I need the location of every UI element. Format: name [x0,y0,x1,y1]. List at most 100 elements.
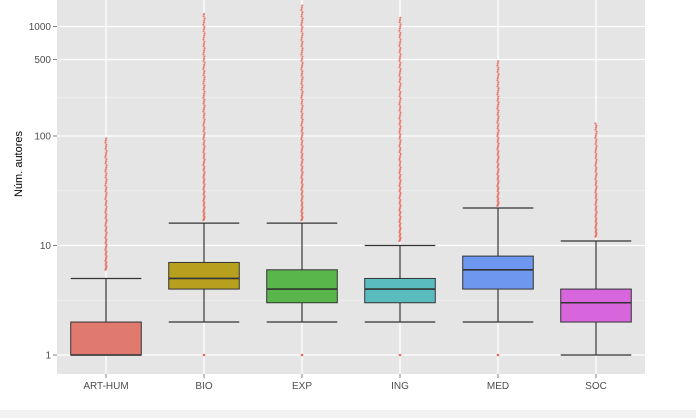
outlier-point [399,147,402,150]
outlier-point [202,149,205,152]
outlier-point [398,86,401,90]
outlier-point [594,208,597,212]
outlier-point [203,165,206,168]
outlier-point [300,116,303,119]
box-soc [560,288,632,323]
outlier-point [202,38,205,41]
outlier-point [399,90,402,94]
outlier-point [398,175,402,178]
outlier-point [398,59,401,62]
outlier-point [301,17,304,20]
outlier-point [202,163,205,167]
outlier-point [104,211,107,214]
outlier-point [301,145,304,148]
outlier-point [594,122,597,125]
outlier-point [104,201,108,205]
outlier-point [301,63,304,67]
outlier-point [398,353,402,357]
outlier-point [301,104,304,107]
outlier-point [203,34,206,37]
outlier-point [202,36,205,39]
outlier-point [301,34,304,37]
outlier-point [594,170,597,173]
outlier-point [202,181,205,184]
outlier-point [300,162,303,165]
outlier-point [301,106,304,109]
outlier-point [497,117,500,120]
outlier-point [300,59,303,63]
outlier-point [497,162,500,165]
outlier-point [497,181,500,184]
outlier-point [399,173,402,176]
outlier-point [300,13,304,16]
outlier-point [300,151,303,154]
outlier-point [300,88,303,91]
outlier-point [398,129,401,132]
outlier-point [203,139,206,142]
outlier-point [300,149,303,152]
outlier-point [496,183,499,186]
outlier-point [104,176,107,179]
outlier-point [105,164,108,167]
outlier-point [399,160,402,163]
outlier-point [104,235,107,238]
outlier-point [104,215,108,218]
outlier-point [398,63,402,67]
outlier-point [105,238,108,241]
outlier-point [202,135,205,139]
outlier-point [301,165,304,168]
outlier-point [202,154,206,157]
outlier-point [202,102,205,105]
outlier-point [301,19,304,22]
outlier-point [104,227,108,231]
outlier-point [203,132,206,135]
outlier-point [398,162,402,165]
outlier-point [398,145,401,148]
outlier-point [496,178,499,181]
outlier-point [202,124,205,127]
outlier-point [594,176,597,179]
outlier-point [105,186,108,189]
outlier-point [497,142,500,145]
outlier-point [104,184,107,187]
outlier-point [301,190,304,193]
outlier-point [202,42,206,46]
y-axis-title: Núm. autores [13,130,25,197]
outlier-point [202,59,205,62]
outlier-point [203,178,206,181]
outlier-point [301,26,304,29]
outlier-point [398,80,401,83]
outlier-point [105,220,108,223]
outlier-point [398,115,401,118]
outlier-point [202,80,205,83]
outlier-point [595,179,598,183]
outlier-point [203,126,206,129]
outlier-point [496,134,499,138]
outlier-point [104,196,107,199]
outlier-point [202,137,205,140]
outlier-point [300,30,303,33]
outlier-point [398,29,401,32]
outlier-point [202,53,205,56]
outlier-point [497,144,500,147]
outlier-point [398,101,401,104]
outlier-point [104,236,107,240]
outlier-point [300,43,304,46]
outlier-point [497,74,500,78]
outlier-point [398,93,402,96]
outlier-point [300,353,304,357]
outlier-point [398,121,402,124]
outlier-point [399,168,402,171]
outlier-point [399,191,402,195]
minor-gridlines [57,97,645,301]
outlier-point [301,92,304,95]
outlier-point [202,353,206,357]
outlier-point [300,28,304,31]
y-axis: 1 10 100 500 1000 [29,22,57,362]
outlier-point [497,103,500,106]
outlier-point [595,132,598,135]
outlier-point [594,215,597,218]
outlier-point [398,65,401,69]
x-tick-label: EXP [292,381,312,392]
outlier-point [399,97,402,100]
